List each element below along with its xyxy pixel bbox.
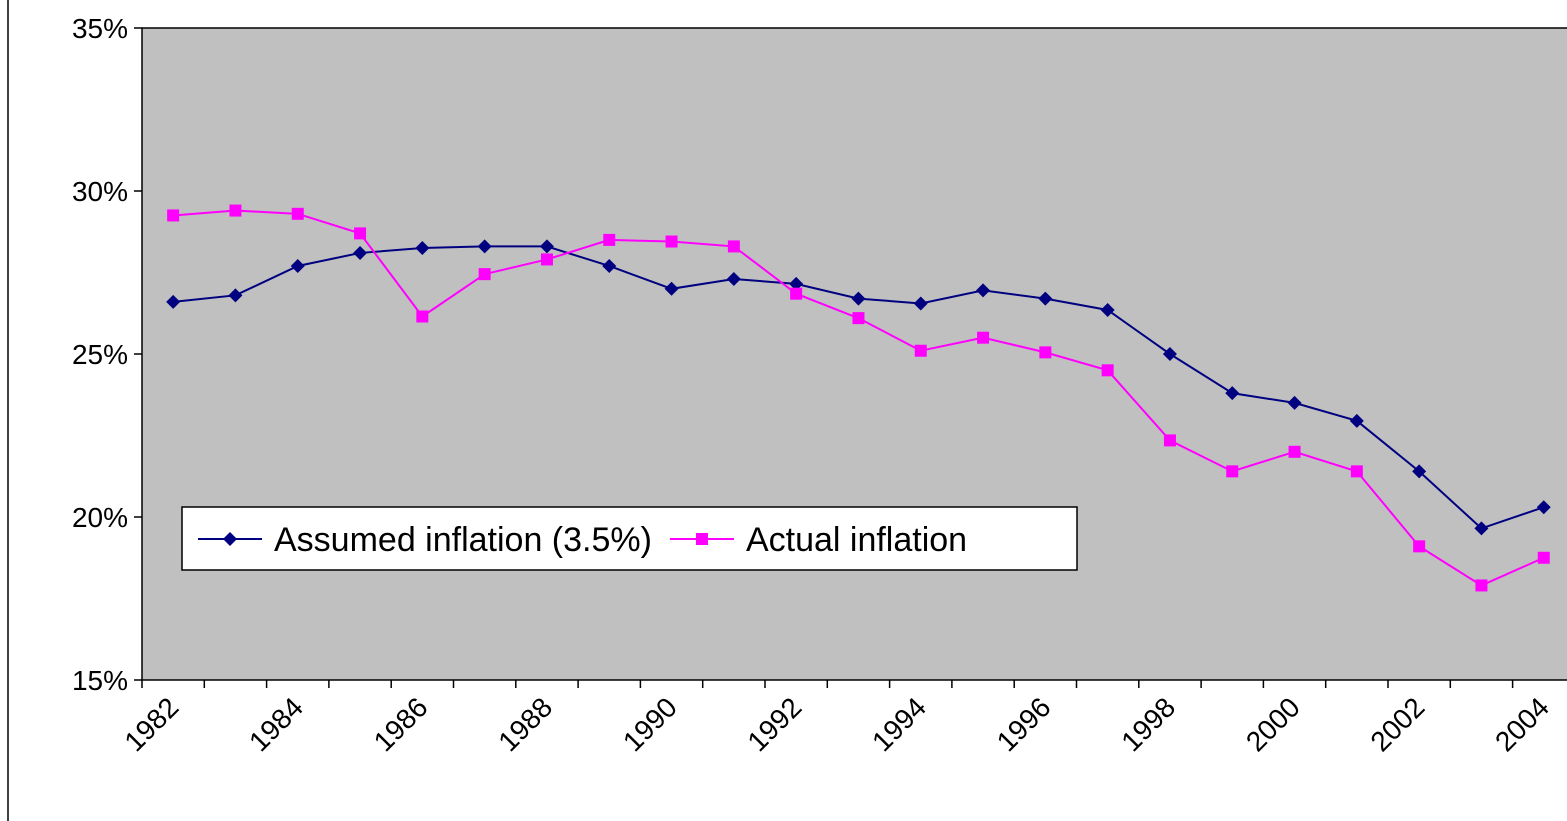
y-tick-label: 30% — [72, 176, 128, 207]
point — [1350, 465, 1363, 478]
point — [977, 331, 990, 344]
point — [1163, 434, 1176, 447]
y-tick-label: 20% — [72, 502, 128, 533]
point — [1287, 395, 1302, 410]
point — [1101, 364, 1114, 377]
point — [478, 268, 491, 281]
point — [1412, 464, 1427, 479]
legend-marker — [223, 532, 237, 546]
point — [539, 239, 554, 254]
x-tick-label: 1986 — [368, 691, 434, 757]
point — [354, 227, 367, 240]
point — [1225, 386, 1240, 401]
plot-area — [141, 27, 1567, 681]
legend-marker — [695, 533, 708, 545]
x-tick-label: 1984 — [243, 691, 309, 757]
point — [166, 294, 181, 309]
x-tick-label: 2004 — [1489, 691, 1555, 757]
x-tick-label: 1990 — [617, 691, 683, 757]
point — [229, 204, 242, 217]
point — [851, 291, 866, 306]
point — [290, 258, 305, 273]
point — [1162, 347, 1177, 361]
point — [415, 241, 430, 256]
point — [1349, 413, 1364, 428]
point — [603, 233, 616, 246]
x-tick-label: 1996 — [991, 691, 1057, 757]
point — [228, 288, 243, 303]
point — [602, 258, 617, 273]
point — [416, 310, 429, 323]
point — [1475, 579, 1488, 592]
x-tick-label: 1992 — [741, 691, 807, 757]
point — [664, 281, 679, 296]
point — [1537, 551, 1550, 564]
point — [291, 207, 304, 220]
x-tick-label: 1982 — [118, 691, 184, 757]
point — [1536, 500, 1551, 515]
point — [1288, 445, 1301, 458]
y-tick-label: 15% — [72, 665, 128, 696]
point — [353, 245, 368, 260]
point — [790, 287, 803, 300]
point — [167, 209, 180, 222]
point — [477, 239, 492, 254]
point — [665, 235, 678, 248]
point — [1413, 540, 1426, 553]
y-tick-label: 25% — [72, 339, 128, 370]
x-tick-label: 1998 — [1115, 691, 1181, 757]
point — [976, 283, 991, 298]
point — [540, 253, 553, 266]
point — [913, 296, 928, 311]
x-tick-label: 2002 — [1364, 691, 1430, 757]
point — [852, 312, 865, 325]
point — [726, 272, 741, 287]
point — [1100, 302, 1115, 317]
point — [914, 344, 927, 357]
legend-label: Assumed inflation (3.5%) — [274, 521, 652, 559]
x-tick-label: 1994 — [866, 691, 932, 757]
y-tick-label: 35% — [72, 13, 128, 44]
legend-label: Actual inflation — [746, 521, 967, 559]
legend — [181, 506, 1078, 571]
point — [789, 276, 804, 291]
point — [1226, 465, 1239, 478]
x-tick-label: 1988 — [492, 691, 558, 757]
point — [1474, 521, 1489, 536]
x-tick-label: 2000 — [1240, 691, 1306, 757]
point — [1039, 346, 1052, 359]
point — [1038, 291, 1053, 306]
point — [727, 240, 740, 253]
